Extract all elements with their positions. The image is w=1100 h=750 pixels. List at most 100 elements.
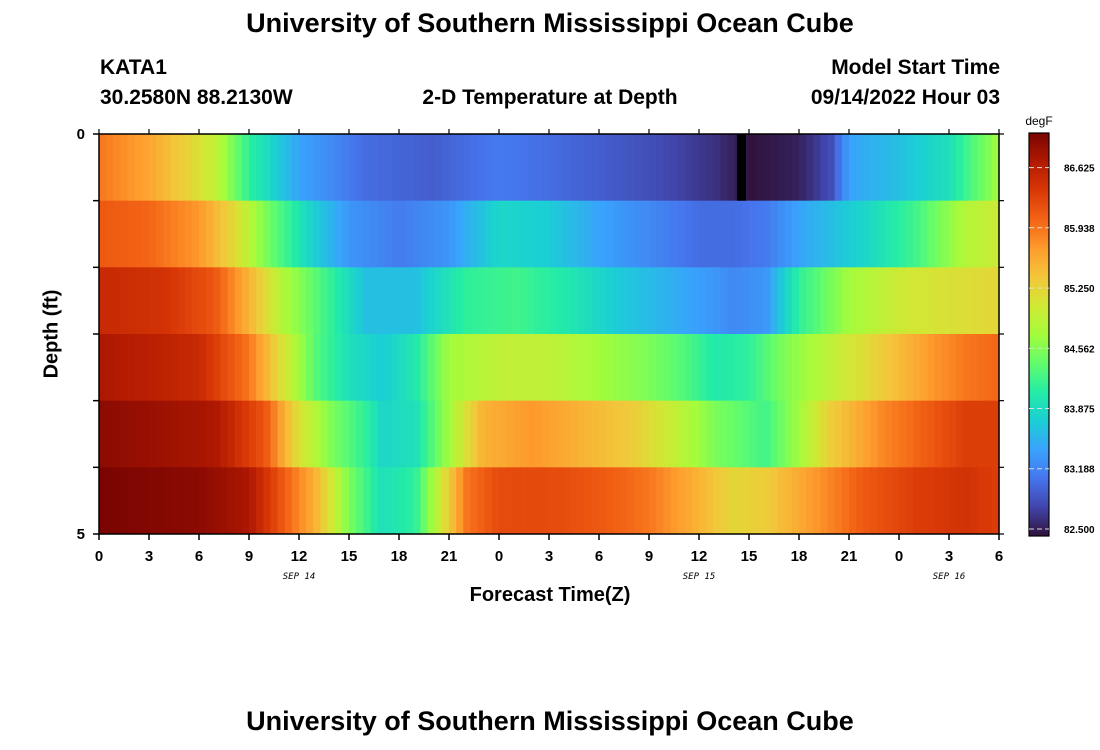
heatmap-cell bbox=[370, 400, 379, 468]
heatmap-cell bbox=[984, 134, 993, 202]
heatmap-cell bbox=[620, 334, 629, 402]
heatmap-cell bbox=[663, 467, 672, 535]
heatmap-cell bbox=[884, 334, 893, 402]
heatmap-cell bbox=[870, 334, 879, 402]
heatmap-cell bbox=[491, 267, 500, 335]
heatmap-cell bbox=[420, 400, 429, 468]
heatmap-cell bbox=[477, 334, 486, 402]
heatmap-cell bbox=[963, 200, 972, 268]
heatmap-cell bbox=[620, 400, 629, 468]
heatmap-cell bbox=[849, 467, 857, 535]
date-label: SEP 16 bbox=[933, 572, 966, 582]
heatmap-cell bbox=[449, 334, 457, 402]
heatmap-cell bbox=[570, 400, 579, 468]
heatmap-cell bbox=[263, 467, 272, 535]
heatmap-cell bbox=[649, 400, 657, 468]
heatmap-cell bbox=[334, 200, 343, 268]
heatmap-cell bbox=[763, 267, 772, 335]
heatmap-cell bbox=[670, 400, 679, 468]
heatmap-cell bbox=[627, 134, 636, 202]
heatmap-cell bbox=[384, 334, 393, 402]
heatmap-cell bbox=[606, 400, 614, 468]
heatmap-cell bbox=[934, 467, 943, 535]
heatmap-cell bbox=[277, 267, 286, 335]
heatmap-cell bbox=[284, 134, 293, 202]
heatmap-cell bbox=[134, 467, 143, 535]
heatmap-cell bbox=[834, 200, 843, 268]
heatmap-cell bbox=[813, 200, 822, 268]
heatmap-cell bbox=[799, 334, 807, 402]
heatmap-cell bbox=[906, 334, 914, 402]
heatmap-cell bbox=[106, 467, 114, 535]
heatmap-cell bbox=[913, 400, 922, 468]
heatmap-cell bbox=[249, 267, 257, 335]
heatmap-cell bbox=[970, 467, 979, 535]
heatmap-cell bbox=[113, 400, 122, 468]
heatmap-cell bbox=[770, 267, 779, 335]
heatmap-cell bbox=[506, 400, 514, 468]
heatmap-cell bbox=[306, 334, 314, 402]
heatmap-cell bbox=[563, 467, 572, 535]
heatmap-cell bbox=[577, 400, 586, 468]
station-id: KATA1 bbox=[100, 56, 167, 79]
heatmap-cell bbox=[927, 334, 936, 402]
heatmap-cell bbox=[977, 334, 986, 402]
heatmap-cell bbox=[563, 400, 572, 468]
heatmap-cell bbox=[563, 134, 572, 202]
heatmap-cell bbox=[206, 467, 214, 535]
heatmap-cell bbox=[191, 134, 200, 202]
heatmap-cell bbox=[649, 334, 657, 402]
heatmap-cell bbox=[434, 134, 443, 202]
heatmap-cell bbox=[706, 267, 714, 335]
heatmap-cell bbox=[577, 467, 586, 535]
heatmap-cell bbox=[527, 334, 536, 402]
heatmap-cell bbox=[320, 400, 329, 468]
heatmap-cell bbox=[284, 400, 293, 468]
heatmap-cell bbox=[199, 467, 207, 535]
heatmap-cell bbox=[249, 334, 257, 402]
heatmap-cell bbox=[156, 334, 164, 402]
heatmap-cell bbox=[684, 200, 693, 268]
heatmap-cell bbox=[827, 334, 836, 402]
heatmap-cell bbox=[491, 400, 500, 468]
heatmap-cell bbox=[863, 134, 872, 202]
heatmap-cell bbox=[341, 334, 350, 402]
x-tick-label: 9 bbox=[245, 548, 253, 565]
heatmap-cell bbox=[920, 467, 929, 535]
heatmap-cell bbox=[534, 334, 543, 402]
heatmap-cell bbox=[641, 200, 650, 268]
heatmap-cell bbox=[191, 334, 200, 402]
heatmap-cell bbox=[127, 134, 136, 202]
heatmap-cell bbox=[656, 200, 664, 268]
heatmap-cell bbox=[806, 134, 814, 202]
heatmap-cell bbox=[234, 267, 243, 335]
heatmap-cell bbox=[306, 400, 314, 468]
heatmap-cell bbox=[534, 134, 543, 202]
heatmap-cell bbox=[520, 334, 529, 402]
heatmap-cell bbox=[684, 134, 693, 202]
heatmap-cell bbox=[534, 267, 543, 335]
heatmap-cell bbox=[670, 200, 679, 268]
heatmap-cell bbox=[134, 334, 143, 402]
heatmap-cell bbox=[927, 467, 936, 535]
heatmap-cell bbox=[120, 267, 129, 335]
heatmap-cell bbox=[977, 134, 986, 202]
heatmap-cell bbox=[334, 400, 343, 468]
heatmap-cell bbox=[920, 134, 929, 202]
heatmap-cell bbox=[120, 200, 129, 268]
heatmap-cell bbox=[499, 267, 507, 335]
heatmap-cell bbox=[170, 334, 179, 402]
heatmap-cell bbox=[241, 200, 250, 268]
x-tick-label: 21 bbox=[841, 548, 858, 565]
heatmap-cell bbox=[163, 134, 172, 202]
heatmap-cell bbox=[591, 334, 600, 402]
heatmap-cell bbox=[213, 334, 222, 402]
heatmap-cell bbox=[799, 200, 807, 268]
heatmap-cell bbox=[699, 267, 707, 335]
heatmap-cell bbox=[170, 400, 179, 468]
y-tick-label: 0 bbox=[77, 126, 85, 143]
heatmap-cell bbox=[613, 200, 622, 268]
date-label: SEP 15 bbox=[683, 572, 716, 582]
heatmap-cell bbox=[877, 200, 886, 268]
heatmap-cell bbox=[241, 334, 250, 402]
